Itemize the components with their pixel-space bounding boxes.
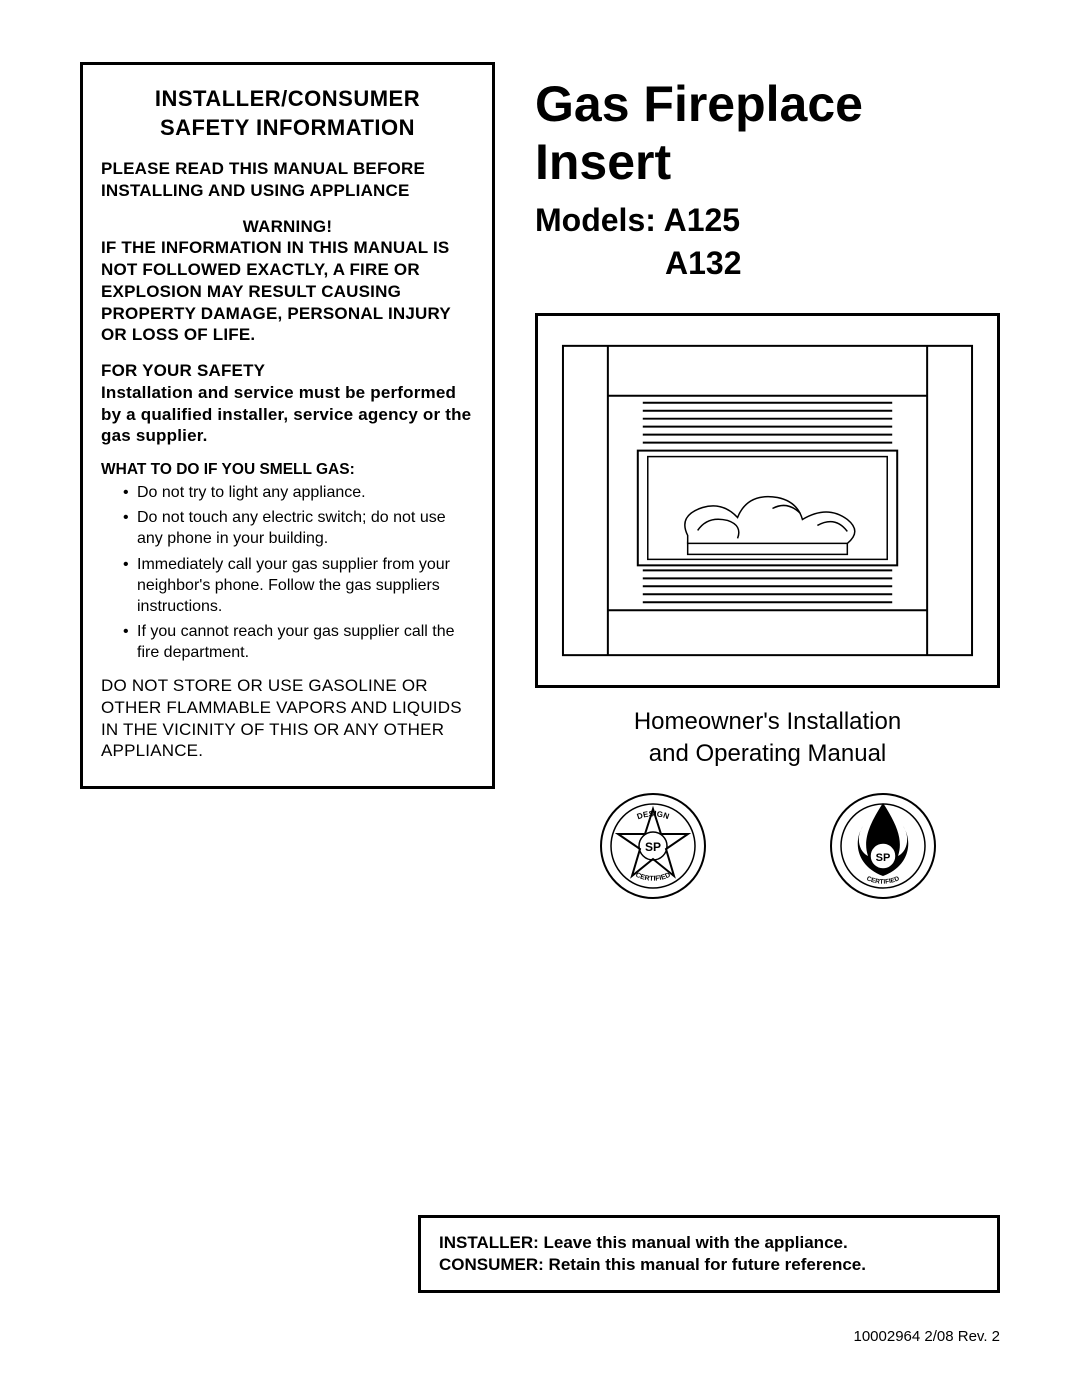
manual-subtitle: Homeowner's Installation and Operating M… bbox=[535, 706, 1000, 768]
product-title-line1: Gas Fireplace bbox=[535, 76, 863, 132]
for-your-safety-body: Installation and service must be perform… bbox=[101, 382, 474, 447]
smell-gas-heading: WHAT TO DO IF YOU SMELL GAS: bbox=[101, 461, 474, 479]
list-item: Immediately call your gas supplier from … bbox=[123, 554, 474, 617]
do-not-store-notice: DO NOT STORE OR USE GASOLINE OR OTHER FL… bbox=[101, 675, 474, 762]
model-b: A132 bbox=[535, 242, 1000, 285]
left-column: INSTALLER/CONSUMER SAFETY INFORMATION PL… bbox=[80, 62, 495, 789]
safety-title: INSTALLER/CONSUMER SAFETY INFORMATION bbox=[101, 85, 474, 142]
warning-heading: WARNING! bbox=[101, 216, 474, 238]
two-column-layout: INSTALLER/CONSUMER SAFETY INFORMATION PL… bbox=[80, 62, 1000, 901]
models-line: Models: A125 A132 bbox=[535, 199, 1000, 285]
installer-note: INSTALLER: Leave this manual with the ap… bbox=[439, 1232, 979, 1254]
smell-gas-list: Do not try to light any appliance. Do no… bbox=[101, 482, 474, 663]
svg-text:SP: SP bbox=[875, 852, 890, 864]
manual-cover-page: INSTALLER/CONSUMER SAFETY INFORMATION PL… bbox=[0, 0, 1080, 1397]
model-a: A125 bbox=[664, 202, 741, 238]
installer-consumer-note-box: INSTALLER: Leave this manual with the ap… bbox=[418, 1215, 1000, 1293]
warning-body: IF THE INFORMATION IN THIS MANUAL IS NOT… bbox=[101, 237, 474, 346]
product-title-line2: Insert bbox=[535, 134, 671, 190]
list-item: If you cannot reach your gas supplier ca… bbox=[123, 621, 474, 663]
consumer-note: CONSUMER: Retain this manual for future … bbox=[439, 1254, 979, 1276]
svg-text:CERTIFIED: CERTIFIED bbox=[634, 871, 671, 882]
warning-block: WARNING! IF THE INFORMATION IN THIS MANU… bbox=[101, 216, 474, 347]
design-certified-badge-icon: DESIGN CERTIFIED SP bbox=[598, 791, 708, 901]
for-your-safety-block: FOR YOUR SAFETY Installation and service… bbox=[101, 360, 474, 447]
right-column: Gas Fireplace Insert Models: A125 A132 bbox=[535, 62, 1000, 901]
list-item: Do not try to light any appliance. bbox=[123, 482, 474, 503]
safety-info-box: INSTALLER/CONSUMER SAFETY INFORMATION PL… bbox=[80, 62, 495, 789]
fireplace-illustration-icon bbox=[548, 326, 987, 675]
svg-text:SP: SP bbox=[644, 840, 660, 854]
read-manual-notice: PLEASE READ THIS MANUAL BEFORE INSTALLIN… bbox=[101, 158, 474, 202]
document-id: 10002964 2/08 Rev. 2 bbox=[853, 1328, 1000, 1345]
subtitle-line1: Homeowner's Installation bbox=[634, 708, 901, 735]
list-item: Do not touch any electric switch; do not… bbox=[123, 507, 474, 549]
fireplace-illustration-box bbox=[535, 313, 1000, 688]
safety-title-line1: INSTALLER/CONSUMER bbox=[155, 86, 420, 111]
for-your-safety-heading: FOR YOUR SAFETY bbox=[101, 360, 474, 382]
subtitle-line2: and Operating Manual bbox=[649, 740, 887, 767]
certification-row: DESIGN CERTIFIED SP CERTIFIED SP bbox=[535, 791, 1000, 901]
models-label: Models: bbox=[535, 202, 656, 238]
svg-text:CERTIFIED: CERTIFIED bbox=[865, 875, 900, 886]
product-title: Gas Fireplace Insert bbox=[535, 76, 1000, 191]
safety-title-line2: SAFETY INFORMATION bbox=[160, 115, 415, 140]
flame-certified-badge-icon: CERTIFIED SP bbox=[828, 791, 938, 901]
